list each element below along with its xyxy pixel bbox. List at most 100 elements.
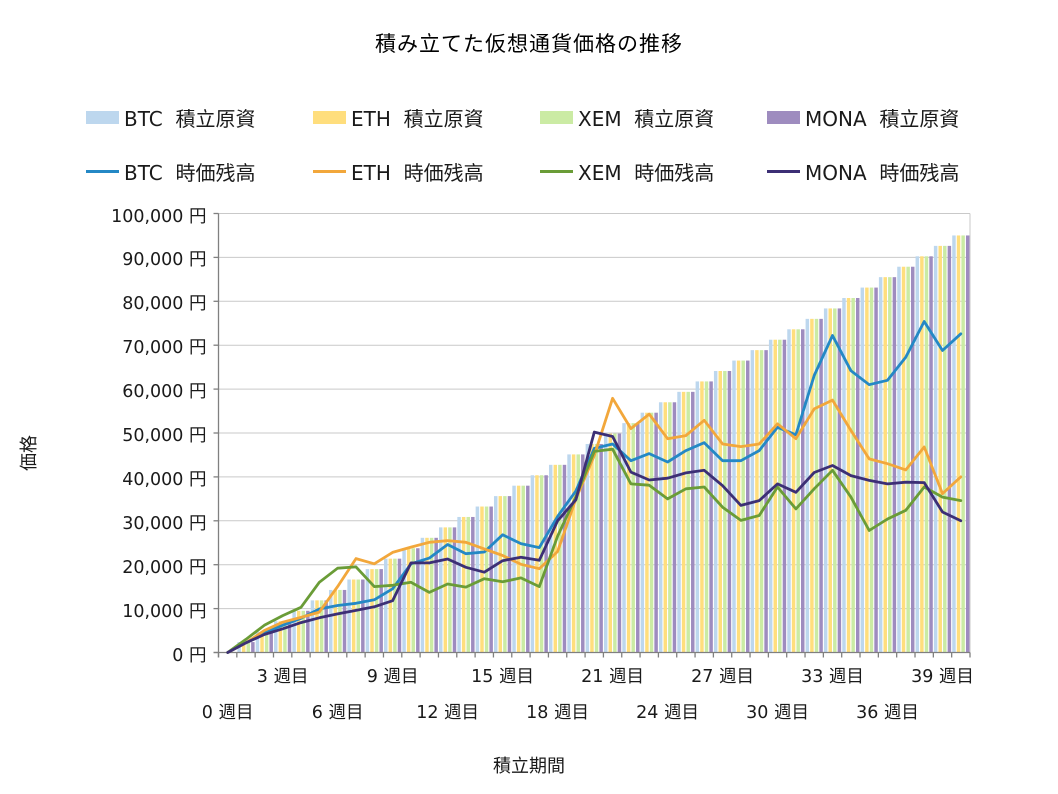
principal-bar-mona <box>306 610 310 653</box>
y-axis-tick-label: 80,000 円 <box>122 294 207 315</box>
principal-bar-eth <box>938 245 942 653</box>
legend-item-xem-value: XEM 時価残高 <box>540 158 767 185</box>
principal-bar-eth <box>425 537 429 653</box>
legend-label: XEM 積立原資 <box>578 106 715 131</box>
principal-bar-btc <box>384 558 388 653</box>
principal-bar-mona <box>746 360 750 653</box>
principal-bar-eth <box>901 266 906 653</box>
principal-bar-eth <box>608 433 613 653</box>
series-line-mona <box>226 430 963 654</box>
principal-bar-btc <box>274 621 278 653</box>
y-axis-tick-label: 90,000 円 <box>122 250 207 271</box>
principal-bar-mona <box>599 443 603 653</box>
y-axis-tick-label: 30,000 円 <box>122 513 207 534</box>
principal-bar-mona <box>801 329 805 653</box>
principal-bar-eth <box>388 558 393 653</box>
btc-line-swatch-icon <box>86 169 119 173</box>
x-axis-tick-label: 36 週目 <box>856 703 919 723</box>
principal-bar-mona <box>251 642 255 653</box>
principal-bar-xem <box>649 412 654 653</box>
legend-item-xem-principal: XEM 積立原資 <box>540 104 767 131</box>
mona-line-swatch-icon <box>767 169 800 173</box>
principal-bar-mona <box>416 548 420 653</box>
principal-bar-xem <box>686 391 690 653</box>
principal-bar-btc <box>823 308 828 653</box>
principal-bar-eth <box>718 370 723 653</box>
principal-bar-xem <box>374 569 379 653</box>
legend-label: BTC 積立原資 <box>124 106 256 131</box>
principal-bar-xem <box>759 350 764 653</box>
principal-bar-mona <box>526 485 530 653</box>
legend-row-principal: BTC 積立原資 ETH 積立原資 XEM 積立原資 MONA 積立原資 <box>86 104 1046 131</box>
principal-bar-eth <box>700 381 704 653</box>
principal-bar-btc <box>732 360 736 653</box>
principal-bar-mona <box>764 350 768 653</box>
principal-bar-xem <box>961 235 965 653</box>
principal-bar-mona <box>617 433 622 653</box>
principal-bar-btc <box>787 329 791 653</box>
principal-bar-btc <box>878 277 883 653</box>
principal-bar-eth <box>553 464 558 653</box>
principal-bar-btc <box>402 548 406 653</box>
principal-bar-xem <box>356 579 361 653</box>
x-axis-tick-label: 12 週目 <box>416 703 480 723</box>
principal-bar-btc <box>512 485 516 653</box>
principal-bar-eth <box>865 287 869 653</box>
principal-bar-eth <box>883 277 887 653</box>
y-axis-tick-label: 50,000 円 <box>122 426 207 446</box>
x-axis-tick-label: 24 週目 <box>636 703 699 723</box>
principal-bar-mona <box>709 381 713 653</box>
principal-bar-xem <box>246 642 251 653</box>
principal-bar-mona <box>361 579 365 653</box>
principal-bar-btc <box>603 433 608 653</box>
legend-row-market-value: BTC 時価残高 ETH 時価残高 XEM 時価残高 MONA 時価残高 <box>86 158 1046 185</box>
principal-bar-mona <box>507 496 512 653</box>
principal-bar-mona <box>581 454 585 653</box>
principal-bar-mona <box>636 423 640 653</box>
eth-line-swatch-icon <box>313 169 346 173</box>
x-axis-tick-label: 30 週目 <box>746 703 809 723</box>
principal-bar-eth <box>260 631 264 653</box>
principal-bar-btc <box>952 235 956 653</box>
principal-bar-xem <box>723 370 727 653</box>
xem-principal-swatch-icon <box>540 110 573 124</box>
x-axis-tick-label: 18 週目 <box>526 703 589 723</box>
principal-bar-mona <box>965 235 970 653</box>
principal-bar-mona <box>434 537 438 653</box>
y-axis-tick-label: 40,000 円 <box>122 469 207 490</box>
principal-bar-xem <box>558 464 562 653</box>
principal-bar-mona <box>379 569 383 653</box>
principal-bar-xem <box>283 621 287 653</box>
principal-bar-eth <box>370 569 374 653</box>
principal-bar-mona <box>562 464 567 653</box>
principal-bar-xem <box>906 266 910 653</box>
principal-bar-xem <box>429 537 434 653</box>
principal-bar-xem <box>301 610 306 653</box>
principal-bar-btc <box>677 391 681 653</box>
principal-bar-eth <box>571 454 576 653</box>
principal-bar-eth <box>315 600 319 653</box>
x-axis-tick-label: 39 週目 <box>911 667 974 687</box>
principal-bar-mona <box>324 600 328 653</box>
principal-bar-xem <box>778 339 782 653</box>
legend-item-eth-principal: ETH 積立原資 <box>313 104 540 131</box>
principal-bar-xem <box>668 402 672 653</box>
x-axis-tick-label: 33 週目 <box>801 667 864 687</box>
principal-bar-btc <box>530 475 535 653</box>
x-axis-tick-label: 0 週目 <box>201 703 254 723</box>
principal-bar-btc <box>310 600 315 653</box>
legend-label: MONA 積立原資 <box>805 106 960 131</box>
principal-bar-mona <box>287 621 292 653</box>
y-axis-tick-label: 100,000 円 <box>111 206 207 227</box>
principal-bar-btc <box>365 569 370 653</box>
principal-bar-xem <box>943 245 947 653</box>
series-line-btc <box>226 320 963 654</box>
principal-bar-btc <box>933 245 938 653</box>
principal-bar-xem <box>613 433 617 653</box>
principal-bar-mona <box>654 412 658 653</box>
principal-bar-eth <box>498 496 503 653</box>
x-axis-tick-label: 21 週目 <box>581 667 644 687</box>
xem-line-swatch-icon <box>540 169 573 173</box>
